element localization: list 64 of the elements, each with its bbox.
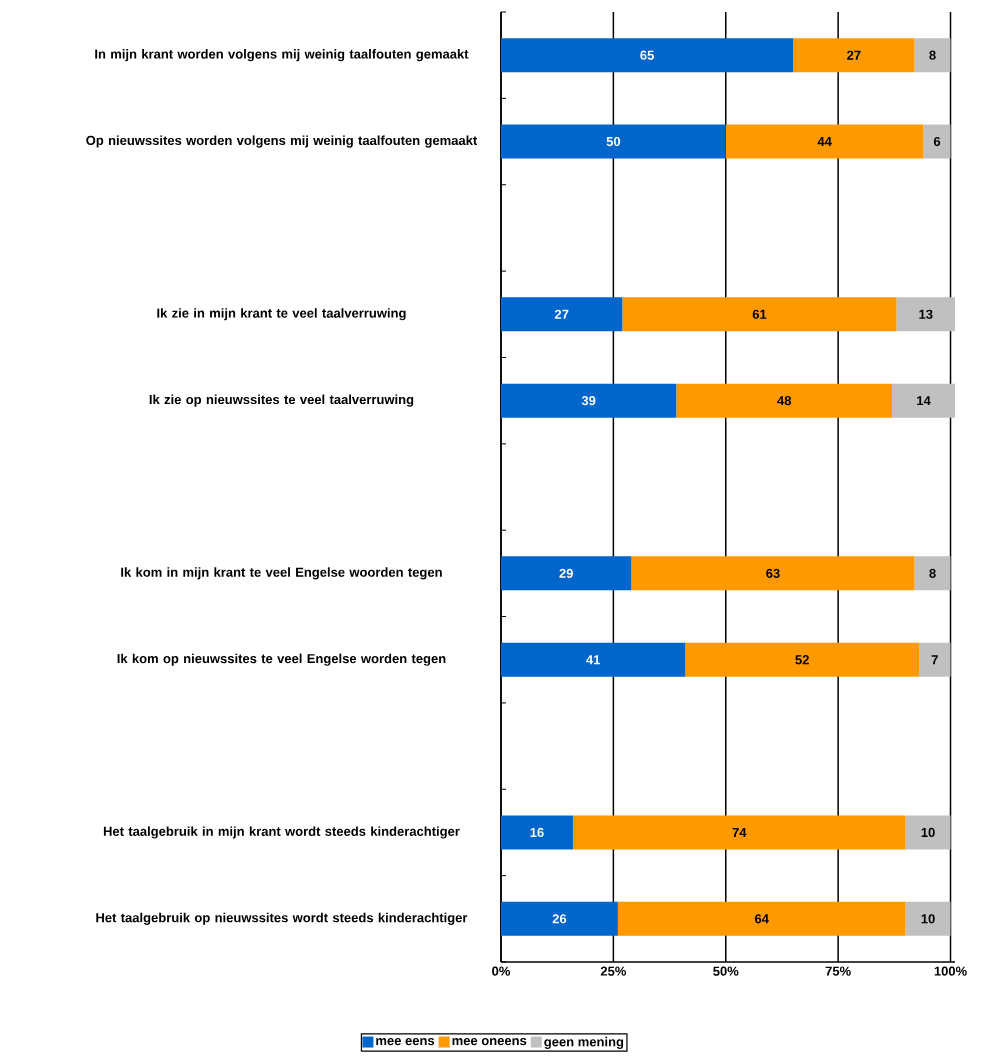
legend-label: mee oneens: [452, 1038, 527, 1046]
data-label: 27: [554, 309, 569, 319]
y-tick-label: Ik zie in mijn krant te veel taalverruwing: [157, 308, 406, 321]
bar: [501, 901, 618, 936]
data-label: 27: [847, 50, 861, 60]
bar: [617, 901, 906, 936]
x-tick-label: 100%: [934, 966, 967, 976]
bar: [676, 383, 893, 418]
data-label: 29: [559, 568, 573, 578]
data-label: 16: [530, 827, 544, 838]
bar: [501, 383, 677, 418]
y-tick-label: In mijn krant worden volgens mij weinig taalfouten gemaakt: [95, 49, 469, 62]
x-tick-label: 75%: [825, 966, 851, 976]
bar: [685, 642, 920, 677]
data-label: 63: [766, 568, 780, 578]
data-label: 65: [640, 50, 654, 60]
y-tick-label: Het taalgebruik op nieuwssites wordt steeds kinderachtiger: [96, 912, 468, 925]
data-label: 8: [929, 568, 936, 578]
bar: [501, 642, 686, 677]
data-label: 6: [933, 136, 941, 147]
data-label: 14: [917, 396, 931, 406]
bar: [501, 124, 726, 159]
bar: [501, 38, 794, 73]
data-label: 10: [921, 827, 935, 838]
y-tick-label: Ik zie op nieuwssites te veel taalverruwing: [149, 394, 414, 407]
data-label: 52: [795, 655, 809, 665]
bar: [793, 38, 915, 73]
y-tick-label: Ik kom op nieuwssites te veel Engelse worden tegen: [117, 653, 446, 666]
bar: [572, 815, 906, 850]
data-label: 50: [606, 136, 621, 147]
legend-label: mee eens: [376, 1038, 435, 1046]
bar: [631, 556, 915, 591]
bar: [896, 297, 956, 332]
bar: [923, 124, 951, 159]
bar: [914, 556, 951, 591]
data-label: 48: [777, 396, 792, 406]
data-label: 26: [552, 914, 567, 924]
bar: [501, 815, 573, 850]
data-label: 74: [732, 827, 747, 837]
bar: [501, 556, 632, 591]
y-tick-label: Het taalgebruik in mijn krant wordt steeds kinderachtiger: [103, 826, 460, 839]
data-label: 7: [931, 655, 938, 665]
y-tick-label: Op nieuwssites worden volgens mij weinig taalfouten gemaakt: [86, 135, 478, 148]
data-label: 39: [581, 396, 596, 406]
data-label: 13: [919, 309, 933, 319]
x-tick-label: 25%: [600, 966, 627, 976]
x-tick-label: 50%: [713, 966, 739, 976]
legend-label: geen mening: [544, 1036, 624, 1050]
bar: [501, 297, 623, 332]
data-label: 10: [921, 914, 935, 924]
x-tick-label: 0%: [492, 966, 511, 976]
data-label: 64: [754, 914, 769, 924]
data-label: 61: [752, 309, 767, 319]
bar: [892, 383, 956, 418]
data-label: 8: [929, 50, 936, 60]
bar: [919, 642, 951, 677]
bar: [905, 815, 951, 850]
y-tick-label: Ik kom in mijn krant te veel Engelse woorden tegen: [121, 567, 442, 580]
bar: [725, 124, 924, 159]
bar: [622, 297, 897, 332]
bar: [905, 901, 951, 936]
bar: [914, 38, 951, 73]
data-label: 44: [817, 137, 832, 147]
data-label: 41: [586, 655, 601, 665]
